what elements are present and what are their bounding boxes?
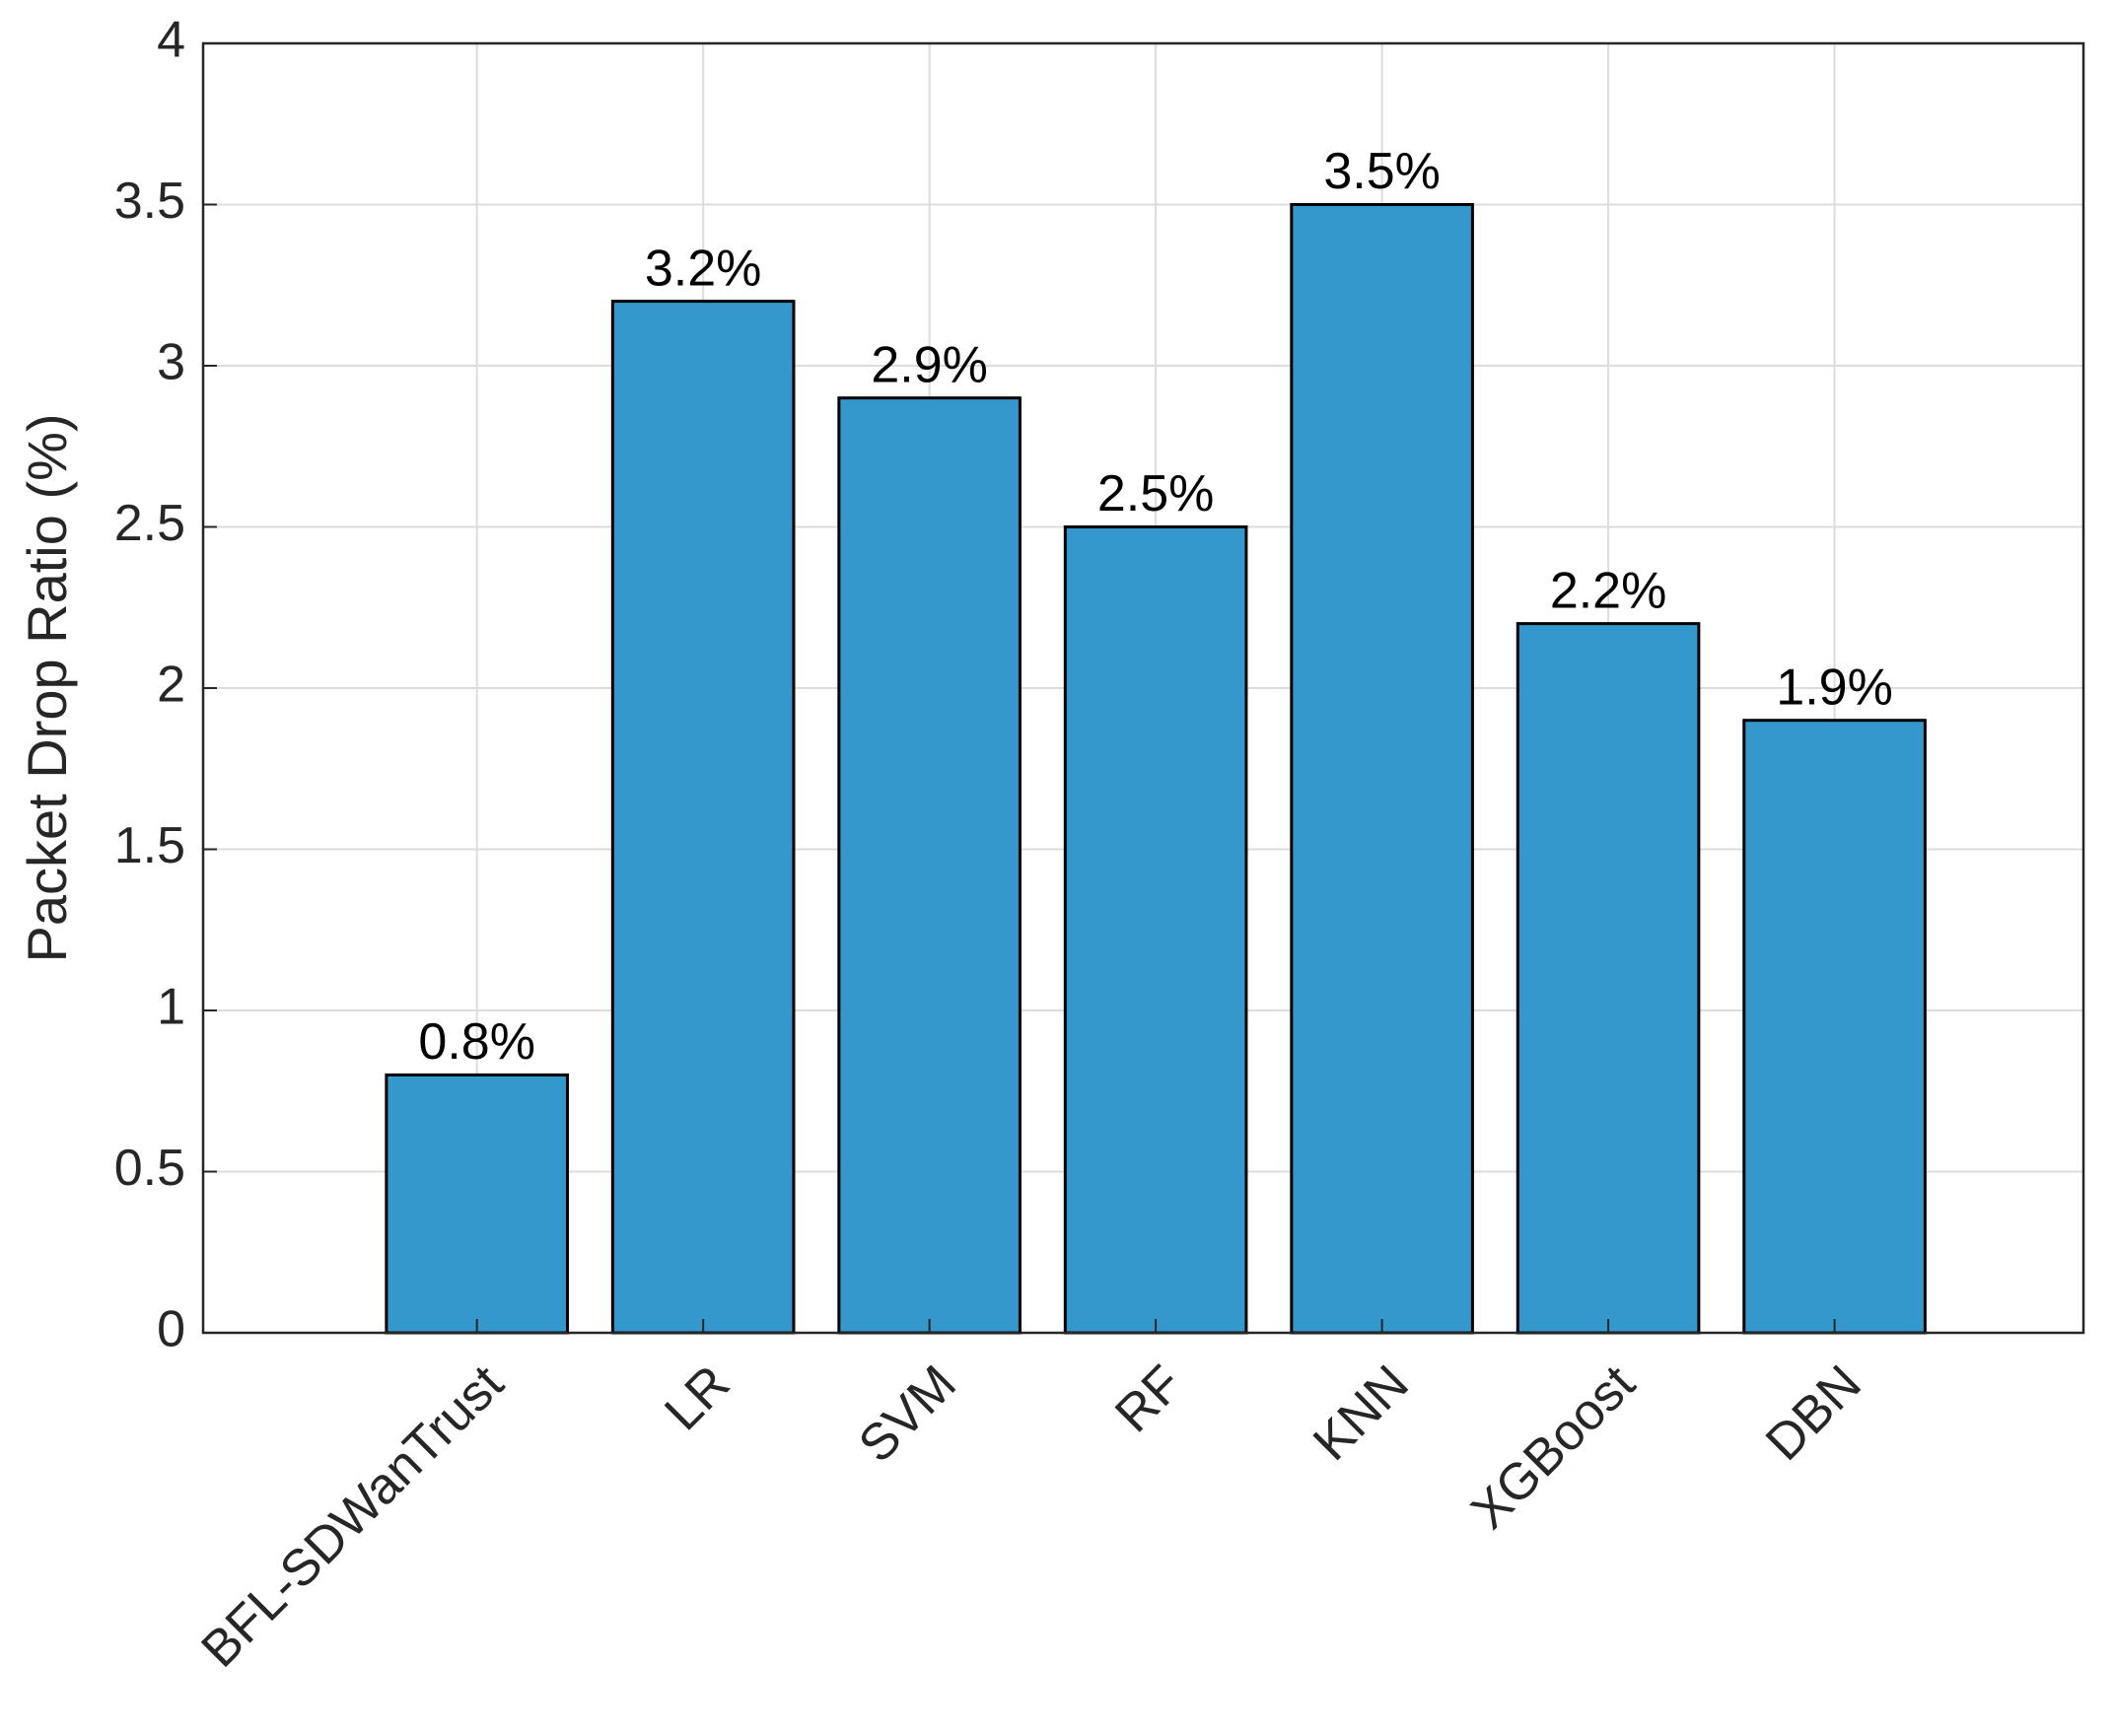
value-label: 0.8% [418,1013,535,1071]
y-tick-label: 3 [157,334,185,391]
value-label: 2.5% [1097,465,1215,522]
y-tick-label: 0.5 [114,1140,185,1197]
y-tick-label: 2 [157,657,185,714]
y-tick-label: 4 [157,12,185,69]
bar [1290,203,1474,1335]
value-label: 3.5% [1323,143,1441,200]
y-tick-label: 1.5 [114,817,185,874]
y-tick-label: 1 [157,979,185,1036]
x-tick-label: RF [1104,1354,1193,1443]
x-tick-label: XGBoost [1460,1354,1647,1541]
value-label: 2.2% [1550,562,1667,619]
x-tick-label: SVM [848,1354,967,1474]
value-label: 2.9% [871,336,988,393]
y-axis-label: Packet Drop Ratio (%) [16,413,78,962]
y-tick-label: 0 [157,1301,185,1358]
bar [837,396,1022,1335]
y-tick-label: 2.5 [114,495,185,552]
x-tick-label: DBN [1755,1354,1872,1472]
bar [1063,525,1248,1335]
bar [610,300,796,1335]
bar [1742,719,1927,1335]
value-label: 3.2% [645,240,762,297]
bar [1516,622,1701,1335]
value-label: 1.9% [1776,659,1893,716]
x-tick-label: LR [654,1354,740,1441]
x-tick-label: BFL-SDWanTrust [190,1354,515,1679]
plot-frame [201,41,2085,1335]
x-tick-label: KNN [1303,1354,1420,1472]
y-tick-label: 3.5 [114,173,185,230]
bar [385,1073,569,1335]
